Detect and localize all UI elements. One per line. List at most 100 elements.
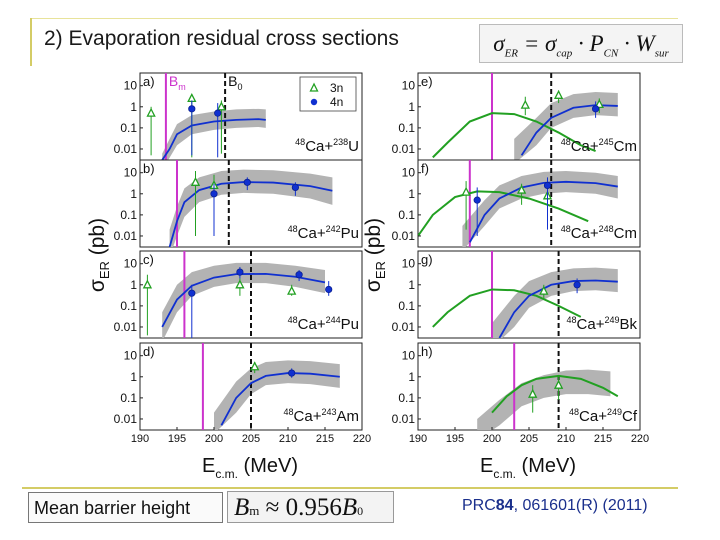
x-tick-label: 210 xyxy=(279,433,297,445)
formula-equals: = xyxy=(518,31,546,56)
curve-4n xyxy=(469,180,618,243)
y-tick-label: 10 xyxy=(402,79,416,93)
reaction-projectile: Ca+ xyxy=(298,316,326,333)
panel-label: c) xyxy=(143,252,154,267)
y-tick-label: 0.01 xyxy=(392,229,416,243)
x-tick-label: 205 xyxy=(520,433,538,445)
data-point-4n xyxy=(291,183,299,192)
y-tick-label: 10 xyxy=(124,79,138,93)
reaction-mass-1: 48 xyxy=(295,137,305,147)
data-point-4n xyxy=(188,105,196,113)
formula-sigma: σ xyxy=(493,31,505,56)
bm-b: B xyxy=(234,494,250,521)
y-tick-label: 0.1 xyxy=(398,299,415,313)
y-tick-label: 0.1 xyxy=(120,299,137,313)
data-point-4n xyxy=(288,369,296,377)
y-tick-label: 10 xyxy=(402,166,416,180)
reaction-mass-1: 48 xyxy=(288,315,298,325)
x-axis-label-main: E xyxy=(202,455,215,477)
bm-approx: ≈ 0.956 xyxy=(259,494,342,521)
y-axis-label-sub: ER xyxy=(97,261,112,279)
reaction-label: 48Ca+244Pu xyxy=(288,315,359,333)
y-tick-label: 0.1 xyxy=(398,208,415,222)
formula-dot-2: · xyxy=(618,31,636,56)
reaction-target: Bk xyxy=(619,316,637,333)
reaction-mass-1: 48 xyxy=(561,137,571,147)
y-tick-label: 1 xyxy=(408,278,415,292)
formula-sur-sub: sur xyxy=(654,47,669,60)
reaction-mass-1: 48 xyxy=(288,224,298,234)
y-tick-label: 0.01 xyxy=(392,412,416,426)
mean-barrier-formula: Bm ≈ 0.956B0 xyxy=(227,491,394,523)
y-axis-label-main: σ xyxy=(362,279,385,292)
data-point-3n xyxy=(461,186,471,196)
panel-label: b) xyxy=(143,161,155,176)
x-axis-label-sub: c.m. xyxy=(215,467,238,481)
x-tick-label: 220 xyxy=(353,433,371,445)
y-tick-label: 1 xyxy=(130,370,137,384)
y-tick-label: 0.01 xyxy=(392,142,416,156)
curve-3n xyxy=(432,288,582,328)
panel-plot-area xyxy=(432,73,618,160)
data-point-3n xyxy=(553,89,564,99)
uncertainty-band xyxy=(492,267,618,338)
bm-m-sub: m xyxy=(249,503,260,518)
data-point-3n xyxy=(216,101,227,111)
reaction-label: 48Ca+248Cm xyxy=(561,224,637,242)
data-point-4n xyxy=(188,289,196,297)
reaction-mass-2: 249 xyxy=(604,315,619,325)
reaction-mass-1: 48 xyxy=(569,407,579,417)
panel-c: 10 1 0.1 0.01 c) 48Ca+244Pu xyxy=(114,250,363,339)
data-point-4n xyxy=(236,268,244,276)
uncertainty-band xyxy=(214,360,340,430)
reaction-projectile: Ca+ xyxy=(298,225,326,242)
panel-plot-area xyxy=(201,343,340,430)
y-tick-label: 10 xyxy=(124,166,138,180)
y-axis-label-sub: ER xyxy=(373,261,388,279)
bm-b0: B xyxy=(341,494,358,521)
y-tick-label: 1 xyxy=(130,278,137,292)
panel-plot-area xyxy=(142,251,333,338)
data-point-3n xyxy=(520,99,530,109)
y-tick-label: 1 xyxy=(130,100,137,114)
formula-sigma-cap: σ xyxy=(545,31,557,56)
data-point-4n xyxy=(543,181,552,189)
b0-label-sub: 0 xyxy=(237,82,242,92)
y-tick-label: 1 xyxy=(130,187,137,201)
cross-section-formula: σER = σcap · PCN · Wsur xyxy=(479,24,683,63)
reaction-mass-2: 249 xyxy=(607,407,622,417)
y-tick-label: 0.01 xyxy=(114,412,138,426)
y-tick-label: 0.1 xyxy=(398,391,415,405)
formula-w: W xyxy=(635,31,655,56)
x-tick-label: 195 xyxy=(168,433,186,445)
curve-3n xyxy=(418,190,589,237)
y-tick-label: 1 xyxy=(408,187,415,201)
y-tick-label: 0.1 xyxy=(120,208,137,222)
data-point-4n xyxy=(573,281,581,289)
x-tick-label: 200 xyxy=(483,433,501,445)
data-point-3n xyxy=(528,388,538,398)
y-axis-label-unit: (pb) xyxy=(362,218,385,261)
panel-g: 10 1 0.1 0.01 g) 48Ca+249Bk xyxy=(392,250,641,339)
panel-plot-area xyxy=(432,251,618,338)
uncertainty-band xyxy=(514,92,618,160)
reaction-label: 48Ca+245Cm xyxy=(561,137,637,155)
x-tick-label: 215 xyxy=(594,433,612,445)
x-axis-label-main: E xyxy=(480,455,493,477)
data-point-4n xyxy=(591,105,600,113)
y-tick-label: 0.01 xyxy=(114,229,138,243)
y-axis-label-2: σER (pb) xyxy=(362,218,388,292)
formula-cn-sub: CN xyxy=(603,47,619,60)
data-point-3n xyxy=(190,176,201,186)
reaction-mass-2: 248 xyxy=(599,224,614,234)
reaction-target: Cm xyxy=(614,138,637,155)
reaction-mass-1: 48 xyxy=(567,315,577,325)
x-tick-label: 220 xyxy=(631,433,649,445)
slide-frame-left xyxy=(30,18,32,66)
ref-pages-year: , 061601(R) (2011) xyxy=(513,497,648,514)
reaction-label: 48Ca+238U xyxy=(295,137,359,155)
reaction-target: Cf xyxy=(622,408,638,425)
slide-title: 2) Evaporation residual cross sections xyxy=(44,27,399,50)
